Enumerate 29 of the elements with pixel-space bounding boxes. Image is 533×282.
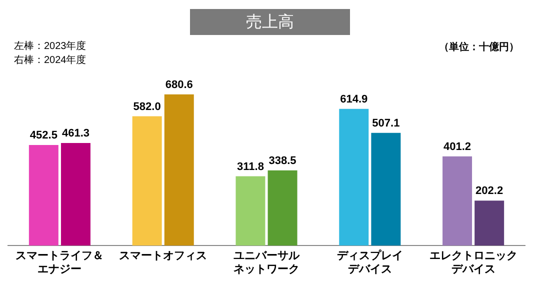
bar xyxy=(474,200,504,246)
text: 右棒：2024年度 xyxy=(14,54,86,68)
text: （単位：十億円） xyxy=(439,40,519,54)
x-tick-label: エレクトロニックデバイス xyxy=(429,250,518,276)
bar xyxy=(132,116,162,246)
data-label: 202.2 xyxy=(476,185,504,198)
data-label: 582.0 xyxy=(133,100,161,113)
bar xyxy=(60,143,90,246)
data-label: 401.2 xyxy=(444,140,472,153)
bar xyxy=(164,94,194,246)
bar xyxy=(236,176,266,246)
x-tick-label: ディスプレイデバイス xyxy=(336,249,403,276)
bar xyxy=(268,170,298,246)
bar xyxy=(339,108,369,246)
data-label: 452.5 xyxy=(30,130,58,142)
chart-title: 売上高 xyxy=(190,9,350,35)
data-label: 614.9 xyxy=(340,93,368,106)
bar xyxy=(371,132,401,246)
x-tick-label: スマートオフィス xyxy=(119,250,208,262)
bar xyxy=(28,145,58,246)
data-label: 311.8 xyxy=(237,160,264,173)
data-label: 461.3 xyxy=(62,128,90,140)
bar xyxy=(442,156,472,246)
x-tick-label: スマートライフ＆エナジー xyxy=(16,250,104,276)
x-tick-label: ユニバーサルネットワーク xyxy=(234,250,300,276)
data-label: 680.6 xyxy=(165,78,193,91)
data-label: 507.1 xyxy=(372,117,400,130)
text: 左棒：2023年度 xyxy=(14,40,86,54)
data-label: 338.5 xyxy=(268,154,296,167)
